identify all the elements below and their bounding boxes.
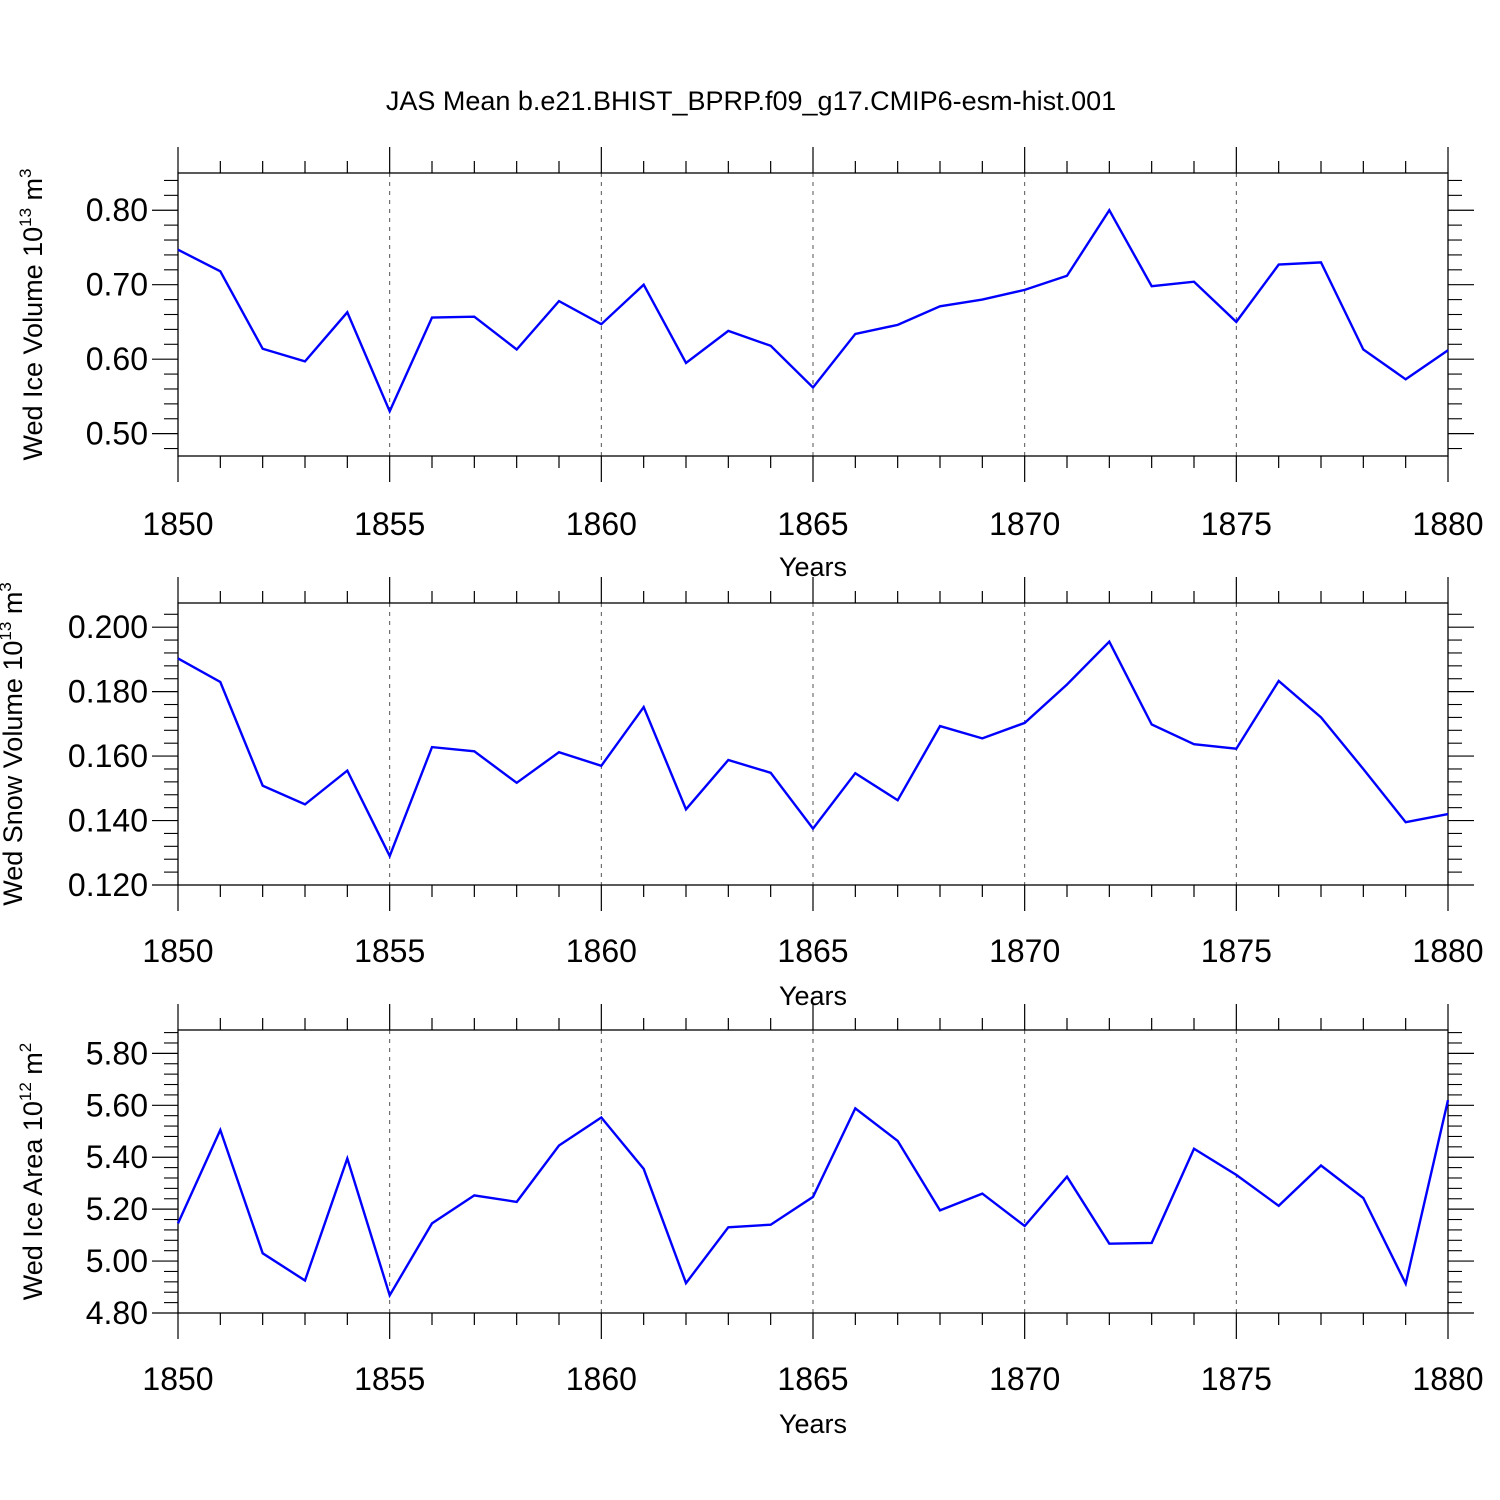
- chart-panel-1: 1850 1855 1860 1865 1870 1875 1880Years0.500.6…: [16, 147, 1484, 582]
- y-tick-label: 0.50: [86, 416, 148, 452]
- y-axis-label: Wed Ice Volume 1013 m3: [16, 168, 48, 460]
- panels: 1850 1855 1860 1865 1870 1875 1880 Years 0.50 0.6…: [0, 147, 1484, 1439]
- y-tick-label: 0.120: [68, 867, 148, 903]
- y-tick-label: 0.180: [68, 674, 148, 710]
- x-tick-label: 1850: [142, 933, 213, 969]
- x-tick-label: 1850: [142, 1361, 213, 1397]
- y-tick-label: 0.160: [68, 738, 148, 774]
- series-line: [176, 1099, 1450, 1299]
- y-tick-label: 0.200: [68, 609, 148, 645]
- x-tick-label: 1860: [566, 933, 637, 969]
- series-line: [177, 639, 1449, 859]
- chart-panel-3: 1850 1855 1860 1865 1870 1875 1880 Years 4.80 5.0…: [16, 1004, 1484, 1439]
- y-axis-label-unit-exponent: 3: [0, 582, 15, 591]
- x-tick-label: 1865: [777, 506, 848, 542]
- y-tick-label: 4.80: [86, 1295, 148, 1331]
- y-axis-label: Wed Snow Volume 1013 m3: [0, 582, 28, 906]
- chart-title: JAS Mean b.e21.BHIST_BPRP.f09_g17.CMIP6-…: [386, 86, 1116, 116]
- y-axis-label: Wed Ice Area 1012 m2: [16, 1043, 48, 1301]
- x-tick-label: 1880: [1412, 506, 1483, 542]
- y-axis-label-unit: m: [18, 1052, 48, 1082]
- y-axis-label-unit: m: [0, 592, 28, 622]
- x-tick-label: 1850: [142, 506, 213, 542]
- y-tick-label: 5.80: [86, 1035, 148, 1071]
- y-tick-label: 0.80: [86, 192, 148, 228]
- y-tick-label: 5.20: [86, 1191, 148, 1227]
- x-tick-label: 1880: [1412, 933, 1483, 969]
- y-tick-label: 0.70: [86, 267, 148, 303]
- x-tick-label: 1855: [354, 1361, 425, 1397]
- y-tick-label: 0.140: [68, 803, 148, 839]
- y-axis-label-text: Wed Ice Area 10: [18, 1101, 48, 1300]
- chart-panel-2: 1850 1855 1860 1865 1870 1875 1880Years0.1200.…: [0, 577, 1484, 1011]
- x-tick-label: 1875: [1201, 933, 1272, 969]
- x-tick-label: 1855: [354, 933, 425, 969]
- x-tick-label: 1855: [354, 506, 425, 542]
- x-tick-label: 1860: [566, 506, 637, 542]
- y-axis-label-exponent: 12: [16, 1082, 35, 1101]
- y-axis-label-exponent: 13: [0, 622, 15, 641]
- x-tick-label: 1880: [1412, 1361, 1483, 1397]
- x-tick-label: 1870: [989, 506, 1060, 542]
- x-tick-label: 1870: [989, 933, 1060, 969]
- y-axis-label-unit-exponent: 3: [16, 168, 35, 177]
- x-tick-label: 1870: [989, 1361, 1060, 1397]
- y-tick-label: 5.40: [86, 1139, 148, 1175]
- y-axis-label-text: Wed Snow Volume 10: [0, 641, 28, 906]
- y-axis-label-exponent: 13: [16, 208, 35, 227]
- x-tick-label: 1860: [566, 1361, 637, 1397]
- x-tick-label: 1875: [1201, 506, 1272, 542]
- series-line: [177, 207, 1449, 415]
- x-tick-label: 1865: [777, 933, 848, 969]
- x-tick-label: 1865: [777, 1361, 848, 1397]
- y-tick-label: 5.00: [86, 1243, 148, 1279]
- y-axis-label-text: Wed Ice Volume 10: [18, 227, 48, 461]
- y-axis-label-unit-exponent: 2: [16, 1043, 35, 1052]
- x-tick-label: 1875: [1201, 1361, 1272, 1397]
- y-axis-label-unit: m: [18, 178, 48, 208]
- y-tick-label: 5.60: [86, 1087, 148, 1123]
- x-axis-label: Years: [779, 1409, 847, 1439]
- y-tick-label: 0.60: [86, 341, 148, 377]
